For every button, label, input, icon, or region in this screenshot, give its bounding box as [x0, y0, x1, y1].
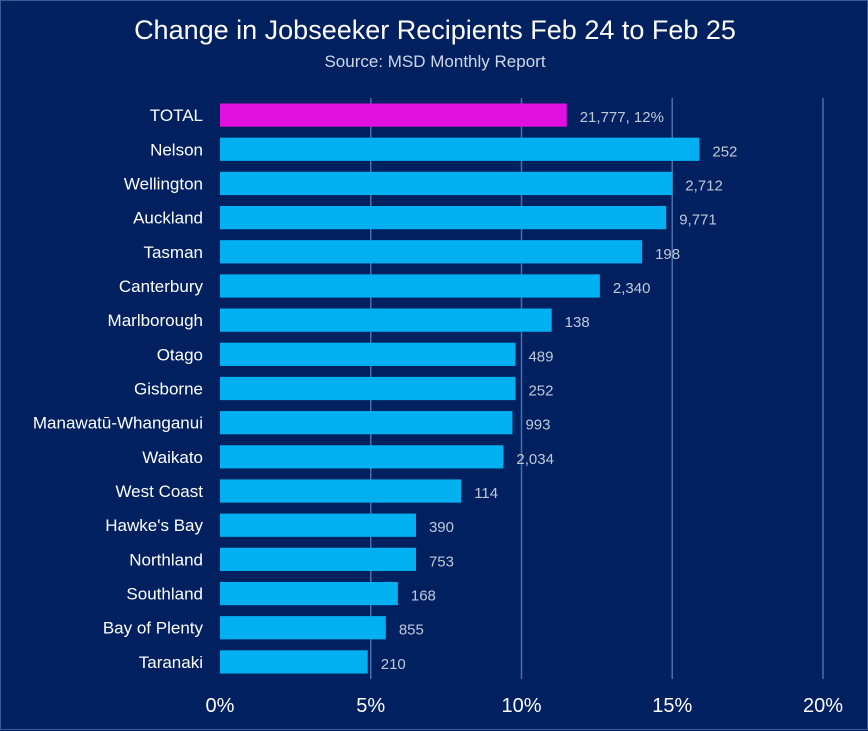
data-label-4: 198	[655, 246, 680, 263]
category-label-11: West Coast	[115, 482, 203, 501]
category-label-4: Tasman	[143, 243, 203, 262]
chart-title: Change in Jobseeker Recipients Feb 24 to…	[134, 15, 736, 45]
category-label-8: Gisborne	[134, 380, 203, 399]
data-label-15: 855	[399, 622, 424, 639]
x-tick-label-2: 10%	[501, 695, 541, 717]
bar-7	[220, 342, 516, 366]
category-label-5: Canterbury	[119, 277, 204, 296]
bar-3	[220, 205, 667, 230]
x-tick-label-4: 20%	[803, 695, 843, 717]
bar-13	[220, 547, 416, 572]
bar-6	[220, 308, 552, 332]
data-label-14: 168	[411, 588, 436, 605]
bar-16	[220, 650, 368, 674]
category-label-13: Northland	[129, 550, 203, 569]
bar-9	[220, 411, 513, 435]
data-label-13: 753	[429, 553, 454, 570]
bar-15	[220, 616, 386, 640]
data-label-7: 489	[528, 348, 553, 365]
bar-10	[220, 445, 504, 469]
category-label-7: Otago	[157, 345, 203, 364]
category-label-6: Marlborough	[108, 311, 203, 330]
bar-1	[220, 137, 700, 161]
bar-14	[220, 581, 398, 606]
category-label-15: Bay of Plenty	[103, 619, 204, 638]
bar-5	[220, 274, 600, 298]
data-label-1: 252	[712, 143, 737, 160]
bar-11	[220, 479, 462, 503]
data-label-2: 2,712	[685, 177, 723, 194]
bar-12	[220, 513, 416, 537]
category-label-12: Hawke's Bay	[105, 516, 203, 535]
bar-4	[220, 240, 643, 264]
x-tick-label-1: 5%	[356, 695, 385, 717]
category-label-9: Manawatū-Whanganui	[33, 414, 203, 433]
data-label-6: 138	[565, 314, 590, 331]
bar-8	[220, 376, 516, 401]
category-label-14: Southland	[126, 585, 203, 604]
data-label-8: 252	[528, 383, 553, 400]
data-label-16: 210	[381, 656, 406, 673]
data-label-5: 2,340	[613, 280, 651, 297]
category-label-0: TOTAL	[150, 106, 203, 125]
data-label-11: 114	[474, 485, 498, 502]
data-label-0: 21,777, 12%	[580, 109, 664, 126]
data-label-3: 9,771	[679, 212, 717, 229]
category-label-2: Wellington	[124, 174, 203, 193]
data-label-10: 2,034	[516, 451, 554, 468]
data-label-9: 993	[525, 417, 550, 434]
bar-0	[220, 103, 567, 127]
bar-2	[220, 171, 673, 196]
chart-subtitle: Source: MSD Monthly Report	[324, 52, 546, 71]
x-tick-label-0: 0%	[206, 695, 235, 717]
data-label-12: 390	[429, 519, 454, 536]
x-tick-label-3: 15%	[652, 695, 692, 717]
category-label-10: Waikato	[142, 448, 203, 467]
category-label-1: Nelson	[150, 140, 203, 159]
category-label-16: Taranaki	[139, 653, 203, 672]
category-label-3: Auckland	[133, 209, 203, 228]
